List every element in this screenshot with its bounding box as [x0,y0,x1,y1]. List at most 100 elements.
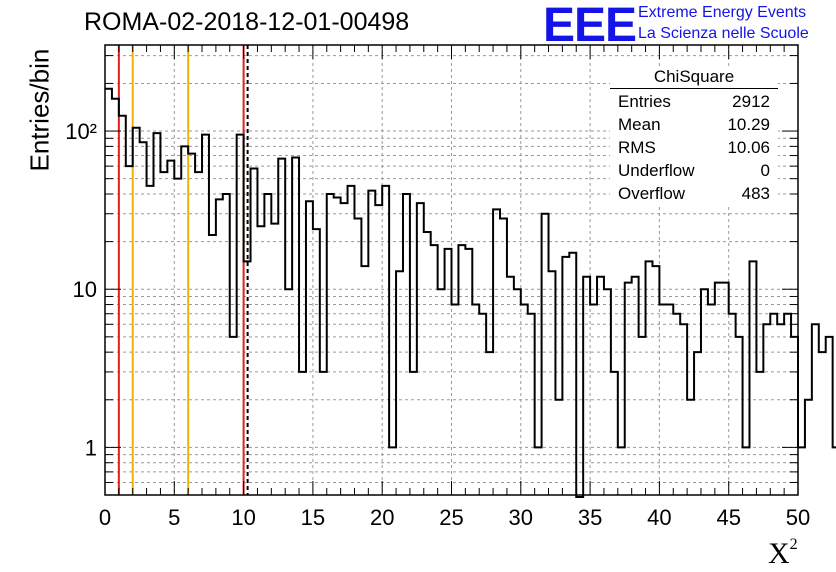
histogram-bin [500,218,507,495]
stats-value: 10.29 [727,115,770,134]
x-tick-label: 15 [301,505,325,530]
histogram-bin [583,277,590,495]
histogram-bin [562,257,569,495]
histogram-bin [528,314,535,495]
histogram-bin [403,194,410,495]
histogram-bin [105,89,112,495]
stats-value: 10.06 [727,138,770,157]
histogram-bin [438,289,445,495]
histogram-bin [812,324,819,495]
histogram-bin [278,159,285,495]
histogram-step-line [105,87,836,498]
histogram-bin [396,271,403,495]
histogram-bin [271,224,278,495]
histogram-bin [361,266,368,495]
histogram-bin [791,337,798,495]
histogram-bin [708,305,715,495]
histogram-bin [417,203,424,495]
histogram-bin [749,261,756,495]
histogram-bin [147,186,154,495]
stats-value: 2912 [732,92,770,111]
histogram-bin [819,352,826,495]
histogram-bin [341,203,348,495]
histogram-bin [126,166,133,495]
histogram-bin [507,277,514,495]
histogram-bin [521,305,528,495]
histogram-bin [639,337,646,495]
histogram-bin [354,218,361,495]
histogram-bin [549,271,556,495]
stats-label: Overflow [618,184,686,203]
stats-title: ChiSquare [610,67,778,89]
histogram-bin [174,179,181,495]
histogram-bin [160,172,167,495]
histogram-bin [569,253,576,495]
reference-lines [117,45,249,495]
y-axis-label: Entries/bin [24,48,55,172]
histogram-bin [389,447,396,495]
histogram-bin [327,194,334,495]
histogram-bin [306,201,313,495]
stats-label: RMS [618,138,656,157]
x-tick-label: 0 [99,505,111,530]
histogram-bin [445,249,452,495]
histogram-bin [798,447,805,495]
histogram-bin [555,400,562,495]
histogram-bin [188,154,195,495]
histogram-bin [458,245,465,495]
histogram-bin [223,194,230,495]
histogram [105,87,836,498]
x-tick-label: 45 [716,505,740,530]
histogram-bin [424,232,431,495]
histogram-bin [382,186,389,495]
histogram-bin [826,337,833,495]
histogram-bin [763,324,770,495]
histogram-bin [479,314,486,495]
histogram-bin [181,146,188,495]
histogram-bin [472,305,479,495]
histogram-bin [715,283,722,495]
histogram-bin [154,133,161,495]
histogram-bin [770,314,777,495]
histogram-bin [320,372,327,495]
histogram-bin [694,352,701,495]
stats-value: 0 [760,161,770,180]
histogram-bin [119,116,126,495]
histogram-bin [216,199,223,495]
histogram-bin [756,372,763,495]
histogram-bin [777,324,784,495]
histogram-bin [140,142,147,495]
histogram-bin [299,372,306,495]
histogram-bin [687,400,694,495]
histogram-bin [701,289,708,495]
histogram-bin [535,447,542,495]
histogram-bin [743,447,750,495]
histogram-bin [618,447,625,495]
histogram-bin [431,245,438,495]
histogram-bin [257,226,264,495]
histogram-bin [375,205,382,495]
stats-row-overflow: Overflow 483 [610,182,778,205]
eee-logo: EEE [543,0,637,52]
stats-row-underflow: Underflow 0 [610,159,778,182]
histogram-bin [652,266,659,495]
histogram-bin [659,305,666,495]
histogram-bin [410,372,417,495]
histogram-bin [244,261,251,495]
histogram-bin [590,305,597,495]
histogram-bin [666,305,673,495]
logo-line-1: Extreme Energy Events [638,4,807,21]
stats-row-rms: RMS 10.06 [610,136,778,159]
histogram-bin [784,314,791,495]
histogram-bin [167,161,174,495]
stats-row-entries: Entries 2912 [610,90,778,113]
histogram-bin [133,128,140,495]
histogram-bin [452,305,459,495]
stats-label: Mean [618,115,661,134]
histogram-bin [202,135,209,495]
histogram-bin [514,289,521,495]
x-tick-label: 50 [786,505,810,530]
histogram-bin [611,372,618,495]
x-tick-label: 10 [231,505,255,530]
logo-line-2: La Scienza nelle Scuole [638,25,809,42]
